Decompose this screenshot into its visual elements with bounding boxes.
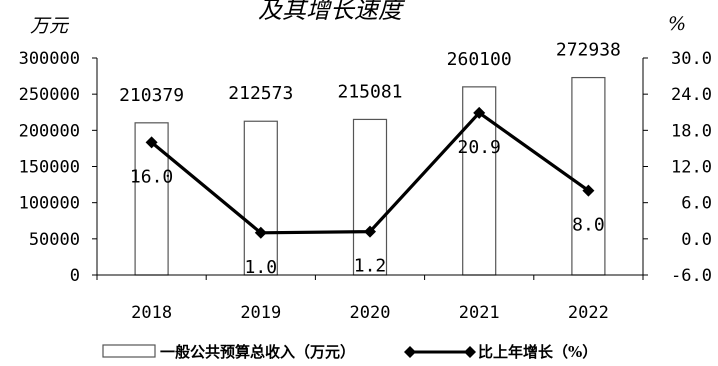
line-marker (145, 136, 158, 149)
line-value-label: 1.0 (245, 257, 278, 278)
line-marker (364, 225, 376, 238)
line-marker (473, 106, 486, 119)
bar-value-label: 215081 (337, 81, 402, 102)
left-axis-tick-label: 150000 (19, 158, 80, 178)
right-axis-unit: % (668, 13, 686, 35)
category-label: 2020 (350, 303, 391, 323)
bar-value-label: 272938 (556, 40, 621, 61)
category-label: 2021 (459, 303, 500, 323)
legend-bar-label: 一般公共预算总收入（万元） (160, 343, 355, 361)
right-axis-tick-label: 6.0 (681, 194, 712, 214)
right-axis-tick-label: -6.0 (671, 266, 712, 286)
category-labels: 2018 2019 2020 2021 2022 (131, 303, 609, 323)
line-marker (254, 226, 267, 239)
left-axis-tick-label: 0 (70, 266, 80, 286)
left-axis-tick-label: 100000 (19, 194, 80, 214)
left-axis-tick-label: 50000 (29, 230, 80, 250)
legend: 一般公共预算总收入（万元） 比上年增长（%） (102, 343, 597, 361)
right-axis-tick-label: 0.0 (681, 230, 712, 250)
legend-bar-swatch (102, 344, 156, 358)
line-value-label: 16.0 (130, 166, 173, 187)
left-axis-tick-label: 250000 (19, 85, 80, 105)
right-axis-tick-label: 24.0 (671, 85, 712, 105)
line-value-label: 1.2 (354, 256, 387, 277)
line-series: 16.0 1.0 1.2 20.9 8.0 (130, 106, 605, 278)
chart-title: 及其增长速度 (258, 0, 406, 24)
category-label: 2022 (568, 303, 609, 323)
bar-value-label: 210379 (119, 85, 184, 106)
line-value-label: 8.0 (572, 215, 605, 236)
right-axis-ticks: -6.0 0.0 6.0 12.0 18.0 24.0 30.0 (643, 49, 712, 286)
right-axis-tick-label: 18.0 (671, 121, 712, 141)
bar (352, 118, 388, 276)
left-axis-unit: 万元 (30, 15, 70, 37)
legend-line-marker-right (464, 346, 476, 358)
right-axis-tick-label: 30.0 (671, 49, 712, 69)
left-axis-tick-label: 200000 (19, 121, 80, 141)
axes (96, 58, 644, 280)
bar (571, 76, 606, 276)
right-axis-tick-label: 12.0 (671, 158, 712, 178)
legend-line-marker-left (404, 346, 416, 358)
legend-line-label: 比上年增长（%） (478, 343, 597, 361)
bar-value-label: 260100 (447, 49, 512, 70)
line-value-label: 20.9 (458, 137, 501, 158)
line-marker (582, 184, 595, 197)
category-label: 2018 (131, 303, 172, 323)
bar-series: 210379 212573 215081 260100 272938 (119, 40, 621, 276)
bar (243, 120, 278, 276)
left-axis-tick-label: 300000 (19, 49, 80, 69)
category-label: 2019 (240, 303, 281, 323)
bar-value-label: 212573 (228, 83, 293, 104)
left-axis-ticks: 0 50000 100000 150000 200000 250000 300000 (19, 49, 97, 286)
